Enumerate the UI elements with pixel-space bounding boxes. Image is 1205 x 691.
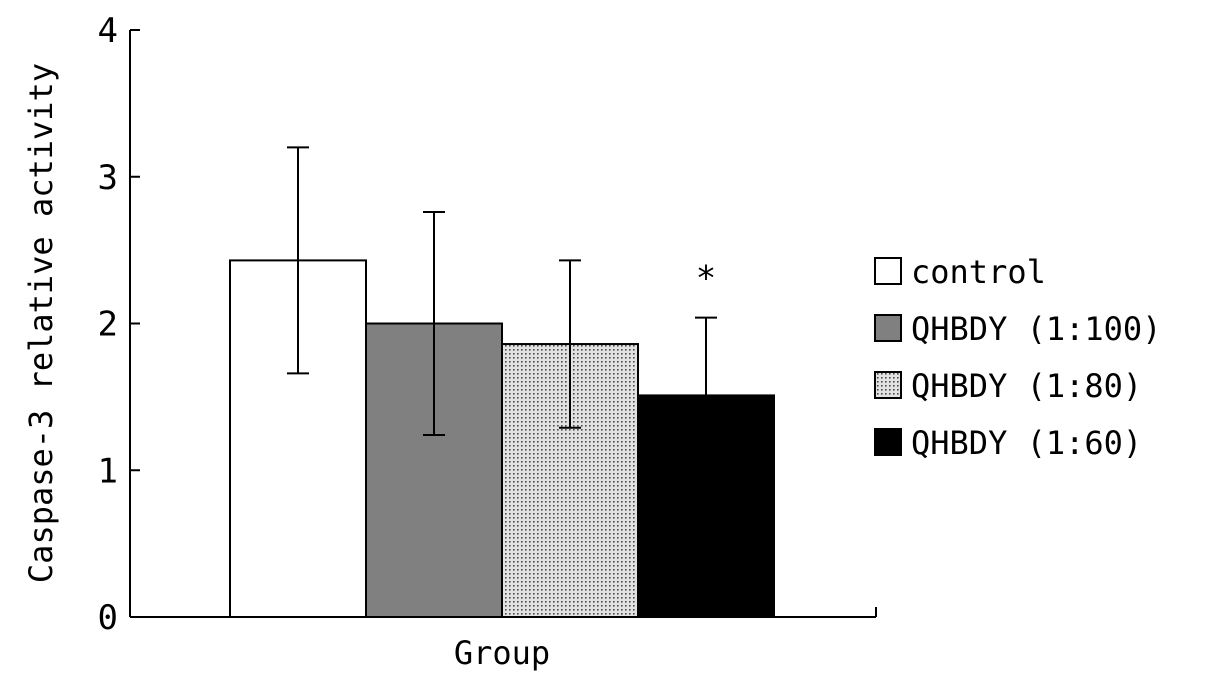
legend-label-1: control — [911, 253, 1046, 291]
legend-swatch-4 — [874, 428, 902, 456]
legend-swatch-3 — [874, 371, 902, 399]
legend-swatch-1 — [874, 257, 902, 285]
legend-label-4: QHBDY (1:60) — [911, 424, 1142, 462]
annotations: * — [696, 259, 716, 299]
y-tick-label: 4 — [98, 11, 118, 51]
legend: control QHBDY (1:100) QHBDY (1:80) QHBDY (1… — [874, 253, 1161, 462]
legend-swatch-2 — [874, 314, 902, 342]
y-tick-label: 3 — [98, 158, 118, 198]
legend-label-3: QHBDY (1:80) — [911, 367, 1142, 405]
y-axis-label: Caspase-3 relative activity — [22, 63, 60, 583]
y-tick-label: 1 — [98, 451, 118, 491]
legend-label-2: QHBDY (1:100) — [911, 310, 1161, 348]
significance-marker: * — [696, 259, 716, 299]
bars — [229, 259, 775, 618]
y-tick-label: 2 — [98, 305, 118, 345]
x-axis-label: Group — [454, 634, 550, 672]
error-bars — [287, 146, 717, 475]
y-tick-label: 0 — [98, 598, 118, 638]
axes: 0 1 2 3 4 Caspase-3 relative activity Group — [22, 11, 877, 672]
